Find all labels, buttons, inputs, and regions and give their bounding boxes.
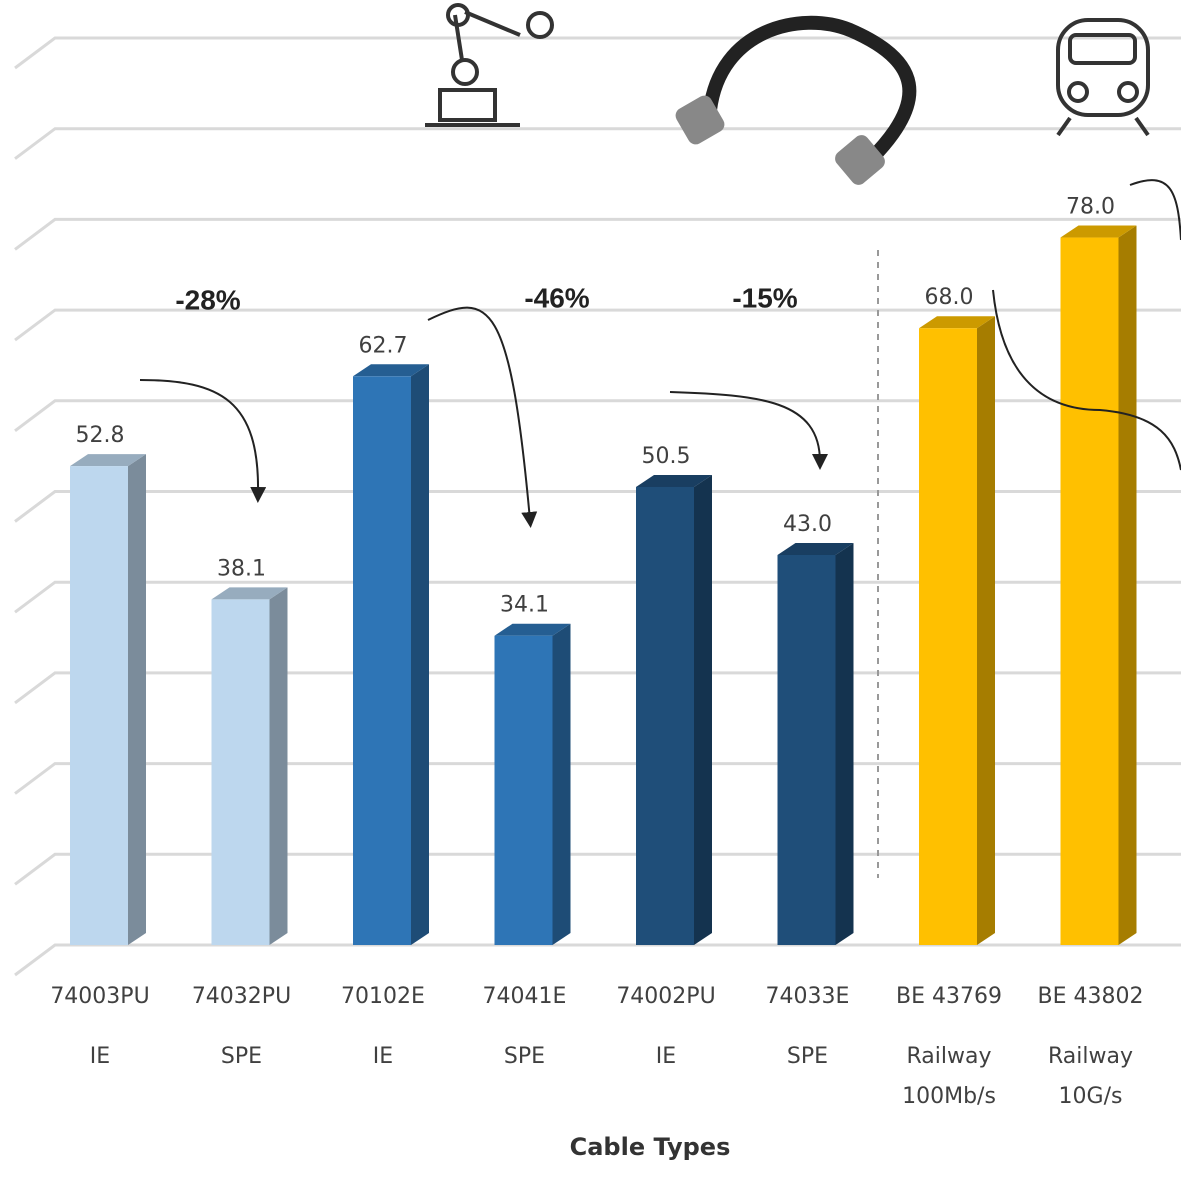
arrow bbox=[139, 379, 267, 503]
train-icon bbox=[1056, 18, 1150, 137]
annotation: -28% bbox=[175, 284, 240, 315]
x-tick-label: IE bbox=[656, 1044, 676, 1069]
bars: 52.8 38.1 62.7 34.1 50.5 43.0 68.0 78.0 bbox=[70, 195, 1137, 946]
grid-line bbox=[14, 36, 1181, 70]
x-tick-label: 74002PU bbox=[616, 984, 715, 1009]
robot-icon bbox=[425, 3, 554, 127]
bar-top bbox=[494, 623, 571, 636]
grid-line bbox=[14, 580, 1181, 614]
annotation: -46% bbox=[524, 282, 589, 313]
x-tick-label: SPE bbox=[787, 1044, 828, 1069]
value-label: 50.5 bbox=[642, 444, 691, 469]
arrow bbox=[1129, 179, 1181, 241]
bar-top bbox=[211, 587, 288, 600]
bar-side bbox=[694, 474, 712, 945]
bar bbox=[636, 486, 694, 945]
x-tick-label: Railway bbox=[906, 1044, 991, 1069]
grid-line bbox=[14, 671, 1181, 705]
value-label: 62.7 bbox=[359, 333, 408, 358]
bar-side bbox=[269, 587, 288, 945]
bar bbox=[777, 554, 836, 945]
grid-line bbox=[14, 217, 1181, 251]
bar-side bbox=[977, 316, 995, 945]
grid-line bbox=[14, 852, 1181, 886]
grid-line bbox=[14, 943, 1181, 977]
x-tick-label: 74041E bbox=[483, 984, 567, 1009]
value-label: 38.1 bbox=[217, 556, 266, 581]
grid bbox=[14, 36, 1181, 977]
annotation: -15% bbox=[732, 282, 797, 313]
bar-top bbox=[353, 364, 429, 377]
bar-top bbox=[636, 474, 712, 487]
grid-line bbox=[14, 308, 1181, 342]
grid-line bbox=[14, 399, 1181, 432]
grid-line bbox=[14, 127, 1181, 160]
bar-side bbox=[835, 542, 854, 945]
value-label: 78.0 bbox=[1066, 195, 1115, 220]
grid-line bbox=[14, 490, 1181, 523]
bar bbox=[70, 466, 128, 945]
value-label: 68.0 bbox=[925, 285, 974, 310]
x-tick-label: BE 43769 bbox=[896, 984, 1002, 1009]
arrow bbox=[427, 306, 538, 528]
value-label: 43.0 bbox=[783, 512, 832, 537]
bar bbox=[353, 376, 411, 945]
x-tick-label: 100Mb/s bbox=[902, 1084, 996, 1109]
cable-icon bbox=[675, 15, 917, 185]
x-axis-label: Cable Types bbox=[570, 1133, 731, 1161]
x-tick-label: SPE bbox=[504, 1044, 545, 1069]
x-tick-label: BE 43802 bbox=[1038, 984, 1144, 1009]
arrow bbox=[992, 289, 1181, 471]
bar-top bbox=[919, 316, 995, 329]
x-tick-label: 70102E bbox=[341, 984, 425, 1009]
x-tick-label: IE bbox=[373, 1044, 393, 1069]
bar-side bbox=[128, 454, 146, 945]
bar bbox=[919, 328, 977, 945]
x-tick-label: 10G/s bbox=[1059, 1084, 1123, 1109]
x-tick-label: IE bbox=[90, 1044, 110, 1069]
arrow bbox=[669, 391, 828, 470]
bar-top bbox=[1060, 225, 1137, 238]
bar-side bbox=[411, 364, 429, 945]
bar-top bbox=[70, 454, 146, 467]
x-tick-label: SPE bbox=[221, 1044, 262, 1069]
bar bbox=[494, 635, 553, 945]
bar bbox=[211, 599, 270, 945]
bar bbox=[1060, 237, 1119, 946]
bar-top bbox=[777, 542, 854, 555]
x-tick-label: Railway bbox=[1048, 1044, 1133, 1069]
value-label: 52.8 bbox=[76, 423, 125, 448]
value-label: 34.1 bbox=[500, 593, 549, 618]
bar-side bbox=[552, 623, 571, 945]
x-tick-label: 74032PU bbox=[192, 984, 291, 1009]
x-tick-label: 74033E bbox=[766, 984, 850, 1009]
bar-side bbox=[1118, 225, 1137, 946]
grid-line bbox=[14, 762, 1181, 795]
x-tick-label: 74003PU bbox=[50, 984, 149, 1009]
